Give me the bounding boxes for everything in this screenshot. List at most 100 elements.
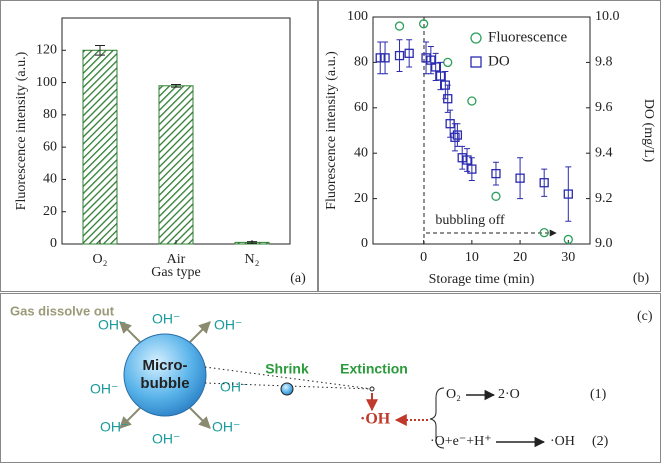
x-tick-label: Air bbox=[167, 252, 186, 267]
x-tick-label: N₂ bbox=[245, 252, 260, 267]
error-bar bbox=[517, 157, 524, 200]
x-tick-label: O₂ bbox=[93, 252, 108, 267]
point bbox=[394, 50, 405, 61]
error-bar bbox=[427, 46, 434, 75]
annotation: bubbling off bbox=[435, 213, 505, 228]
point bbox=[491, 191, 501, 201]
reaction-2: ·O+e⁻+H⁺ bbox=[430, 434, 492, 449]
radical: ·OH bbox=[360, 411, 391, 428]
error-bar bbox=[406, 39, 413, 68]
y-tick-label: 20 bbox=[43, 204, 57, 219]
shrink-label: Shrink bbox=[265, 361, 309, 377]
y2-tick-label: 9.2 bbox=[595, 191, 613, 206]
error-bar bbox=[382, 41, 389, 75]
x-tick-label: 30 bbox=[561, 250, 575, 265]
y-tick-label: 0 bbox=[361, 236, 368, 251]
y-axis-label: Fluorescence intensity (a.u.) bbox=[14, 51, 29, 210]
error-bar bbox=[432, 52, 439, 82]
error-bar bbox=[171, 84, 181, 88]
bar bbox=[82, 49, 118, 245]
panel-label: (c) bbox=[637, 309, 653, 324]
point bbox=[443, 94, 453, 104]
y2-axis-label: DO (mg/L) bbox=[641, 99, 656, 163]
y2-tick-label: 9.8 bbox=[595, 55, 613, 70]
bubble-label: bubble bbox=[140, 375, 189, 392]
error-bar bbox=[447, 109, 454, 138]
ion: OH⁻ bbox=[90, 381, 118, 397]
diagram: Gas dissolve out (c) Micro- bubble OH⁻ O… bbox=[10, 303, 653, 449]
bubble-label: Micro- bbox=[143, 357, 188, 374]
point bbox=[394, 21, 405, 31]
ion: OH⁻ bbox=[220, 379, 248, 395]
reaction-number: (1) bbox=[590, 387, 607, 402]
point bbox=[375, 53, 385, 63]
point bbox=[450, 132, 460, 142]
point bbox=[539, 227, 549, 238]
y-tick-label: 0 bbox=[50, 236, 57, 251]
legend-label: DO bbox=[488, 53, 510, 69]
y2-tick-label: 9.4 bbox=[595, 145, 613, 160]
error-bar bbox=[459, 145, 466, 170]
panel-frame bbox=[0, 0, 318, 292]
y-tick-label: 40 bbox=[354, 145, 368, 160]
x-tick-label: 20 bbox=[513, 250, 527, 265]
reaction-number: (2) bbox=[592, 434, 609, 449]
ion: OH⁻ bbox=[152, 311, 180, 327]
point bbox=[452, 130, 463, 140]
microbubble bbox=[123, 333, 207, 417]
point bbox=[421, 53, 431, 63]
plot-frame bbox=[372, 16, 591, 245]
point bbox=[563, 189, 573, 199]
y-tick-label: 100 bbox=[36, 75, 57, 90]
error-bar bbox=[437, 61, 444, 91]
y-tick-label: 80 bbox=[43, 107, 57, 122]
extinction-label: Extinction bbox=[340, 361, 408, 377]
point bbox=[431, 62, 441, 72]
reaction-1: 2·O bbox=[498, 387, 520, 402]
ion: OH⁻ bbox=[214, 317, 242, 333]
point bbox=[418, 19, 429, 29]
x-axis-label: Storage time (min) bbox=[429, 272, 535, 287]
point bbox=[563, 234, 573, 245]
reaction-2: ·OH bbox=[550, 434, 575, 449]
vanishing-bubble bbox=[369, 386, 375, 392]
error-bar bbox=[468, 157, 475, 181]
y2-tick-label: 9.6 bbox=[595, 100, 613, 115]
point bbox=[404, 48, 414, 58]
legend-marker bbox=[470, 56, 482, 68]
bar bbox=[158, 85, 194, 245]
error-bar bbox=[396, 39, 403, 72]
error-bar bbox=[492, 161, 499, 186]
point bbox=[515, 173, 525, 183]
point bbox=[491, 168, 501, 179]
error-bar bbox=[565, 166, 572, 222]
point bbox=[426, 55, 436, 65]
y2-tick-label: 10.0 bbox=[595, 9, 620, 24]
error-bar bbox=[541, 168, 548, 197]
y-axis-label: Fluorescence intensity (a.u.) bbox=[324, 51, 339, 210]
point bbox=[443, 57, 453, 68]
y-tick-label: 60 bbox=[43, 139, 57, 154]
ion: OH⁻ bbox=[100, 419, 128, 435]
point bbox=[467, 96, 477, 106]
ion: OH⁻ bbox=[152, 431, 180, 447]
point bbox=[380, 53, 390, 63]
y-tick-label: 120 bbox=[36, 43, 57, 58]
point bbox=[462, 155, 472, 165]
x-axis-label: Gas type bbox=[151, 265, 200, 280]
y2-tick-label: 9.0 bbox=[595, 236, 613, 251]
y-tick-label: 60 bbox=[354, 100, 368, 115]
panel-label: (b) bbox=[633, 271, 650, 286]
point bbox=[435, 71, 446, 81]
y-tick-label: 100 bbox=[347, 9, 368, 24]
error-bar bbox=[95, 44, 105, 56]
error-bar bbox=[377, 41, 384, 75]
y-tick-label: 40 bbox=[43, 172, 57, 187]
legend-label: Fluorescence bbox=[488, 29, 567, 45]
y-tick-label: 20 bbox=[354, 191, 368, 206]
x-tick-label: 10 bbox=[465, 250, 479, 265]
chart-b: bubbling off 0 20 40 60 80 100 9.0 9.2 9.4 9.6 9.8… bbox=[324, 9, 656, 287]
y-tick-label: 80 bbox=[354, 55, 368, 70]
point bbox=[539, 178, 549, 188]
